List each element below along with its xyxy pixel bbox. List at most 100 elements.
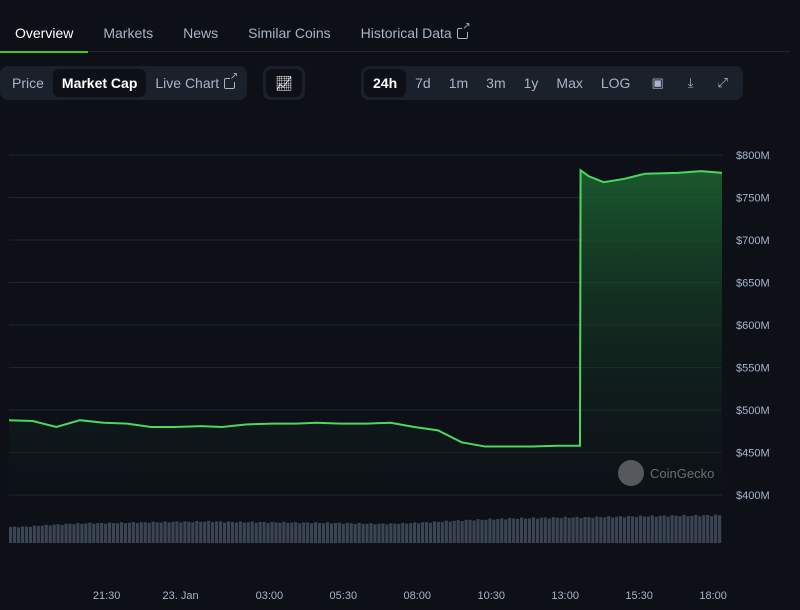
volume-bar: [214, 521, 219, 543]
volume-bar: [519, 517, 524, 543]
volume-bar: [175, 521, 179, 543]
tab-news[interactable]: News: [168, 0, 233, 52]
button-label: Price: [12, 75, 44, 91]
volume-bar: [119, 522, 124, 543]
volume-bar: [559, 518, 563, 543]
volume-bar: [634, 517, 639, 543]
volume-bar: [127, 522, 131, 543]
volume-bar: [104, 523, 108, 543]
calendar-icon[interactable]: ▣: [651, 75, 664, 90]
volume-bar: [579, 518, 583, 543]
volume-bar: [349, 523, 353, 543]
volume-bar: [258, 521, 262, 543]
volume-bar: [670, 515, 674, 543]
volume-bar: [294, 522, 298, 543]
x-tick-label: 03:00: [256, 590, 284, 602]
volume-bar: [16, 527, 21, 543]
volume-bar: [123, 523, 128, 543]
volume-bar: [484, 519, 488, 543]
volume-bar: [464, 519, 468, 543]
range-7d-button[interactable]: 7d: [415, 75, 431, 91]
download-icon[interactable]: ⤓: [687, 75, 694, 90]
price-button[interactable]: Price: [3, 69, 53, 97]
x-tick-label: 23. Jan: [163, 590, 199, 602]
range-1y-button[interactable]: 1y: [523, 75, 539, 91]
volume-bar: [246, 522, 250, 543]
volume-bar: [389, 523, 393, 543]
tab-label: Markets: [103, 25, 154, 41]
volume-bar: [622, 517, 627, 543]
range-24h-button[interactable]: 24h: [364, 69, 407, 97]
volume-bar: [516, 518, 520, 543]
volume-bar: [48, 525, 52, 543]
volume-bar: [250, 521, 254, 543]
expand-icon[interactable]: ⤢: [717, 75, 728, 90]
tab-markets[interactable]: Markets: [88, 0, 168, 52]
external-link-icon: [456, 22, 471, 39]
y-tick-label: $700M: [736, 235, 770, 247]
volume-bar: [179, 522, 183, 543]
volume-bar: [409, 523, 413, 543]
volume-bar: [373, 524, 377, 543]
volume-bar: [56, 524, 60, 543]
volume-bar: [658, 515, 662, 543]
volume-bar: [242, 522, 246, 543]
range-3m-button[interactable]: 3m: [486, 75, 506, 91]
volume-bar: [20, 526, 25, 543]
volume-bar: [131, 522, 135, 543]
volume-bar: [472, 520, 476, 543]
market-cap-button[interactable]: Market Cap: [52, 69, 147, 97]
volume-bar: [68, 523, 72, 543]
tab-label: Historical Data: [360, 25, 452, 41]
tab-historical-data[interactable]: Historical Data: [346, 0, 483, 52]
volume-bar: [52, 524, 56, 543]
volume-bar: [555, 517, 559, 543]
volume-bar: [674, 515, 678, 543]
volume-bar: [317, 522, 322, 543]
range-1m-button[interactable]: 1m: [448, 75, 469, 91]
volume-bar: [143, 522, 147, 543]
volume-bar: [203, 521, 207, 543]
volume-bar: [662, 515, 666, 543]
volume-bar: [535, 518, 539, 543]
volume-bar: [286, 522, 290, 543]
volume-bar: [702, 515, 706, 543]
volume-bar: [508, 518, 512, 543]
volume-bar: [333, 523, 337, 543]
volume-bar: [12, 526, 17, 543]
volume-bar: [111, 523, 116, 543]
volume-bar: [282, 521, 286, 543]
volume-bar: [345, 522, 349, 543]
volume-bar: [207, 520, 211, 543]
volume-bar: [92, 523, 96, 543]
market-cap-line: [8, 168, 723, 448]
volume-bar: [452, 520, 456, 543]
volume-bar: [646, 516, 650, 543]
tab-overview[interactable]: Overview: [0, 0, 89, 53]
market-cap-chart: $800M $750M $700M $650M $600M $550M $500M $450M…: [8, 150, 770, 602]
range-log-button[interactable]: LOG: [600, 75, 631, 91]
volume-bar: [218, 521, 223, 543]
volume-bar: [428, 522, 433, 543]
market-cap-area: [9, 170, 722, 496]
volume-bar: [337, 522, 341, 543]
volume-bar: [96, 523, 100, 543]
range-max-button[interactable]: Max: [556, 75, 583, 91]
volume-bar: [413, 522, 417, 543]
volume-bar: [527, 518, 532, 543]
line-chart-icon[interactable]: 📈︎: [266, 69, 302, 97]
tab-similar-coins[interactable]: Similar Coins: [233, 0, 345, 52]
volume-bar: [325, 522, 330, 543]
volume-bar: [551, 517, 555, 543]
volume-bar: [159, 522, 163, 543]
live-chart-button[interactable]: Live Chart: [146, 69, 244, 97]
volume-bar: [298, 523, 302, 543]
volume-bar: [686, 516, 690, 543]
volume-bar: [615, 516, 619, 543]
volume-bar: [488, 518, 492, 543]
volume-bar: [274, 522, 278, 543]
x-tick-label: 13:00: [551, 590, 579, 602]
x-tick-label: 08:00: [404, 590, 432, 602]
range-group: 24h 7d 1m 3m 1y Max LOG ▣ ⤓ ⤢: [361, 66, 743, 100]
volume-bar: [440, 521, 444, 543]
